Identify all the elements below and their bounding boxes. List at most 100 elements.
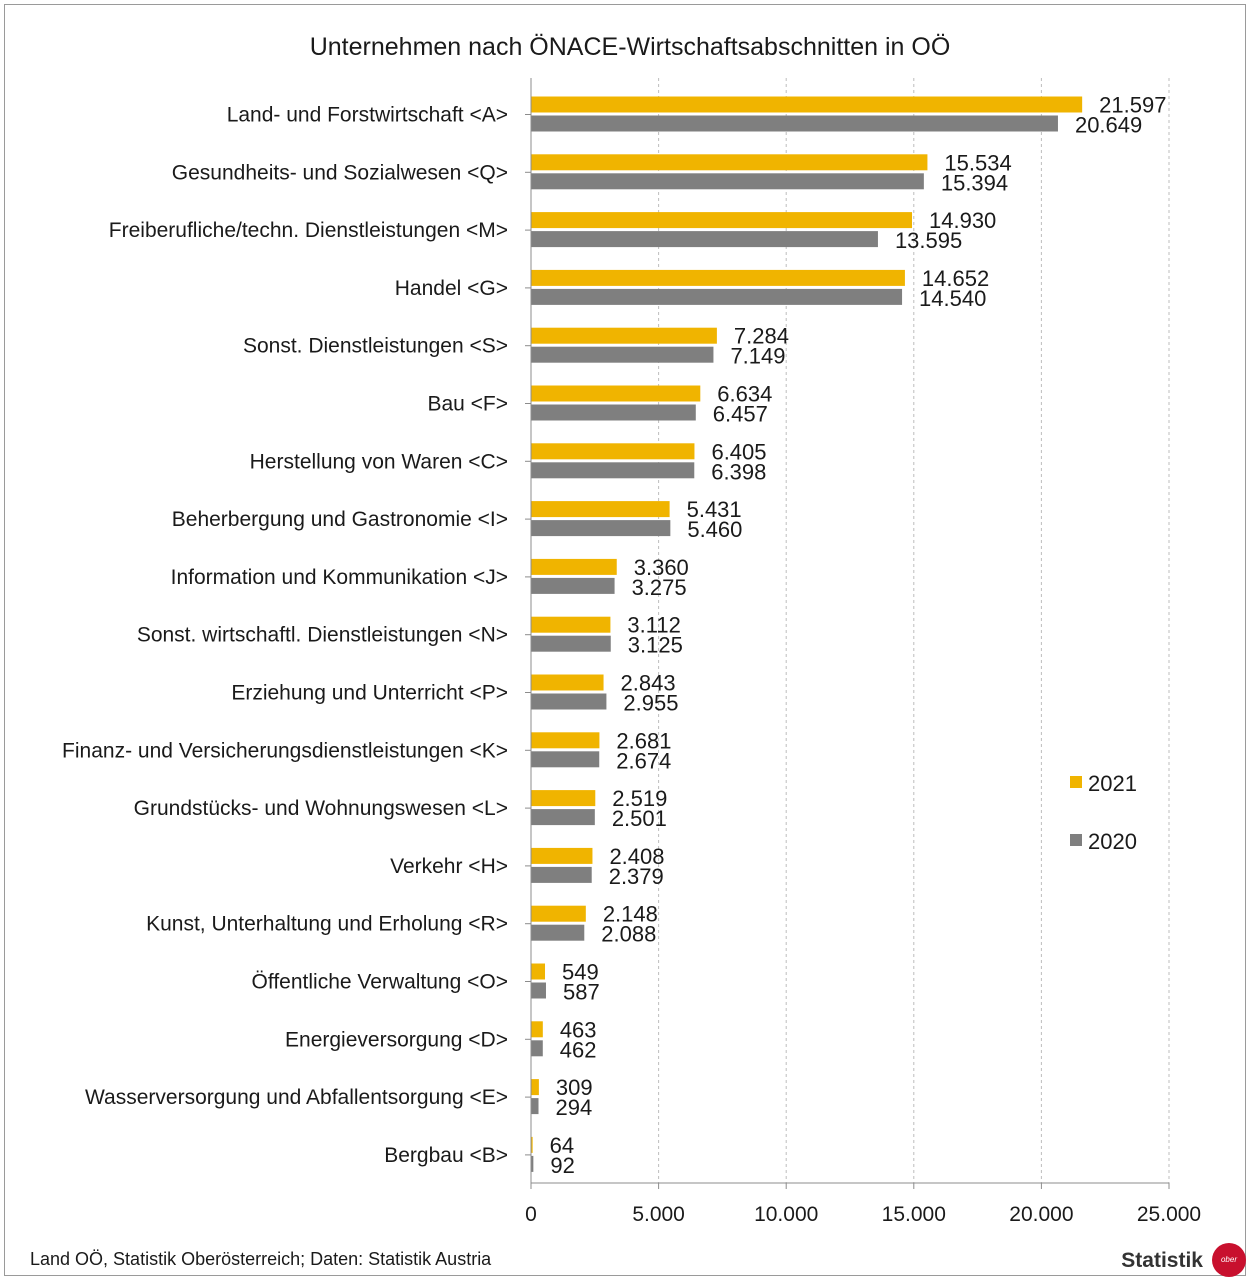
x-tick-label: 25.000 — [1137, 1203, 1201, 1226]
category-label: Gesundheits- und Sozialwesen <Q> — [172, 161, 508, 184]
data-label-2021: 463 — [560, 1017, 597, 1042]
bar-2021 — [531, 443, 695, 460]
bar-2020 — [531, 809, 595, 826]
data-label-2021: 2.843 — [621, 671, 676, 696]
data-label-2020: 15.394 — [941, 170, 1008, 195]
data-label-2020: 92 — [550, 1153, 574, 1178]
data-label-2021: 7.284 — [734, 324, 789, 349]
bar-2020 — [531, 173, 924, 190]
category-label: Energieversorgung <D> — [285, 1028, 508, 1051]
data-label-2021: 6.634 — [717, 382, 772, 407]
data-label-2021: 3.360 — [634, 555, 689, 580]
data-label-2021: 2.408 — [609, 844, 664, 869]
data-label-2020: 294 — [556, 1095, 593, 1120]
bar-2020 — [531, 462, 695, 479]
x-axis: 0 5.000 10.000 15.000 20.000 25.000 — [525, 78, 1201, 1226]
bar-2020 — [531, 1098, 539, 1115]
data-label-2021: 14.930 — [929, 208, 996, 233]
bar-2021 — [531, 905, 586, 922]
legend: 2021 2020 — [1070, 771, 1137, 854]
gridlines — [658, 78, 1170, 1183]
bar-2020 — [531, 346, 714, 363]
data-label-2021: 2.519 — [612, 786, 667, 811]
data-label-2020: 3.275 — [632, 575, 687, 600]
data-label-2021: 2.148 — [603, 902, 658, 927]
bar-2020 — [531, 115, 1058, 132]
bar-2020 — [531, 982, 546, 999]
x-tick-label: 0 — [525, 1203, 537, 1226]
bar-2020 — [531, 1155, 534, 1172]
data-label-2021: 15.534 — [944, 150, 1011, 175]
data-label-2021: 6.405 — [711, 439, 766, 464]
category-label: Sonst. Dienstleistungen <S> — [243, 335, 508, 358]
category-label: Finanz- und Versicherungsdienstleistunge… — [62, 739, 508, 762]
bar-2021 — [531, 847, 593, 864]
x-tick-label: 15.000 — [882, 1203, 946, 1226]
data-label-2020: 3.125 — [628, 633, 683, 658]
bar-2021 — [531, 212, 913, 229]
bar-2020 — [531, 577, 615, 594]
bar-2020 — [531, 231, 878, 248]
data-label-2021: 549 — [562, 960, 599, 985]
bar-2021 — [531, 674, 604, 691]
category-label: Handel <G> — [395, 277, 508, 300]
legend-label-2021: 2021 — [1088, 771, 1137, 796]
brand-name: Statistik — [1121, 1249, 1203, 1272]
x-tick-label: 20.000 — [1009, 1203, 1073, 1226]
bar-2021 — [531, 154, 928, 171]
bar-2020 — [531, 288, 903, 305]
data-label-2020: 7.149 — [730, 344, 785, 369]
data-label-2020: 2.674 — [616, 748, 671, 773]
category-label: Sonst. wirtschaftl. Dienstleistungen <N> — [137, 624, 508, 647]
chart-title: Unternehmen nach ÖNACE-Wirtschaftsabschn… — [310, 33, 951, 61]
category-label: Land- und Forstwirtschaft <A> — [227, 104, 508, 127]
bar-2020 — [531, 520, 671, 537]
category-label: Kunst, Unterhaltung und Erholung <R> — [146, 913, 508, 936]
x-tick-label: 5.000 — [632, 1203, 685, 1226]
bar-2021 — [531, 790, 596, 807]
data-label-2021: 64 — [550, 1133, 574, 1158]
data-label-2020: 14.540 — [919, 286, 986, 311]
bar-2020 — [531, 693, 607, 710]
data-label-2020: 462 — [560, 1037, 597, 1062]
category-label: Wasserversorgung und Abfallentsorgung <E… — [85, 1086, 508, 1109]
x-tick-label: 10.000 — [754, 1203, 818, 1226]
bar-2021 — [531, 1079, 539, 1096]
brand-logo: ober — [1212, 1243, 1246, 1277]
category-label: Information und Kommunikation <J> — [171, 566, 508, 589]
category-label: Bau <F> — [427, 393, 508, 416]
data-label-2020: 2.088 — [601, 922, 656, 947]
category-label: Beherbergung und Gastronomie <I> — [172, 508, 508, 531]
legend-label-2020: 2020 — [1088, 829, 1137, 854]
data-label-2020: 2.955 — [623, 691, 678, 716]
data-label-2020: 13.595 — [895, 228, 962, 253]
category-label: Öffentliche Verwaltung <O> — [252, 971, 508, 994]
data-label-2020: 2.379 — [609, 864, 664, 889]
data-label-2021: 5.431 — [687, 497, 742, 522]
bar-2021 — [531, 501, 670, 518]
legend-swatch-2021 — [1070, 776, 1082, 788]
bars — [531, 96, 1083, 1172]
brand-logo-text: ober — [1221, 1255, 1237, 1264]
data-label-2020: 6.398 — [711, 459, 766, 484]
category-label: Bergbau <B> — [384, 1144, 508, 1167]
data-label-2020: 6.457 — [713, 402, 768, 427]
data-label-2020: 2.501 — [612, 806, 667, 831]
bar-2020 — [531, 751, 600, 768]
data-label-2021: 3.112 — [627, 613, 680, 638]
bar-2021 — [531, 963, 546, 980]
category-label: Erziehung und Unterricht <P> — [231, 682, 508, 705]
category-label: Grundstücks- und Wohnungswesen <L> — [134, 797, 508, 820]
source-note: Land OÖ, Statistik Oberösterreich; Daten… — [30, 1249, 492, 1269]
bar-2021 — [531, 1136, 533, 1153]
bar-2021 — [531, 1021, 543, 1038]
bar-2021 — [531, 616, 611, 633]
category-label: Freiberufliche/techn. Dienstleistungen <… — [109, 219, 508, 242]
chart-frame — [4, 4, 1246, 1276]
category-label: Herstellung von Waren <C> — [250, 450, 508, 473]
data-label-2021: 309 — [556, 1075, 593, 1100]
category-label: Verkehr <H> — [390, 855, 508, 878]
bar-2021 — [531, 327, 717, 344]
